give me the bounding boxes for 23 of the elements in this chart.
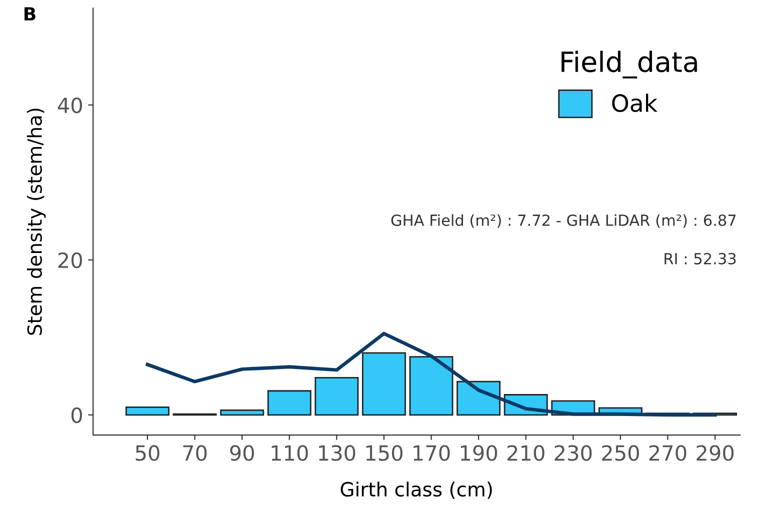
legend-label: Oak [612,94,658,112]
y-tick-label: 20 [58,252,82,268]
annotation: RI : 52.33 [664,252,736,264]
x-tick-label: 250 [602,445,639,461]
x-tick-label: 290 [696,445,734,461]
x-tick-label: 170 [414,445,450,461]
annotation: GHA Field (m²) : 7.72 - GHA LiDAR (m²) : 6.87 [391,214,736,228]
x-tick-label: 70 [183,445,207,461]
x-tick-label: 150 [366,445,402,461]
y-axis-title: Stem density (stem/ha) [26,108,46,335]
legend-title: Field_data [562,50,697,78]
x-tick-label: 130 [319,445,356,461]
x-tick-label: 190 [460,445,498,461]
x-tick-label: 50 [136,445,160,461]
x-tick-label: 110 [272,445,308,461]
x-tick-label: 270 [649,445,686,461]
y-tick-label: 40 [58,97,82,114]
text: B [24,7,36,20]
x-tick-label: 210 [508,445,544,461]
y-tick-label: 0 [71,407,82,424]
x-tick-label: 230 [554,445,592,461]
x-axis-title: Girth class (cm) [340,482,492,499]
x-tick-label: 90 [230,445,254,461]
